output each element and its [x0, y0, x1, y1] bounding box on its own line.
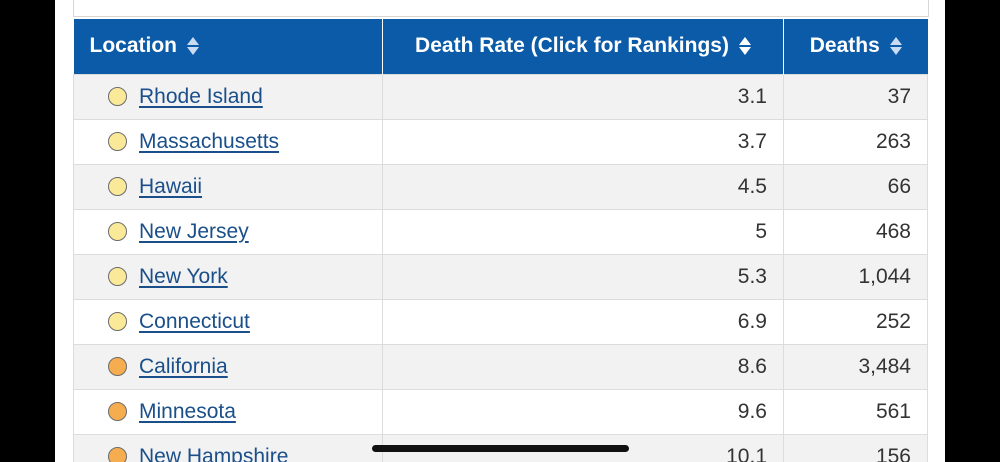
- death-rate-header-label: Death Rate (Click for Rankings): [415, 34, 729, 58]
- location-link[interactable]: Hawaii: [139, 174, 203, 198]
- location-cell: Massachusetts: [73, 118, 383, 164]
- sort-icon: [889, 37, 902, 56]
- rate-color-dot-icon: [108, 356, 127, 376]
- deaths-cell: 156: [783, 433, 928, 462]
- location-cell: New Jersey: [73, 208, 383, 254]
- death-rate-cell: 9.6: [382, 388, 784, 434]
- table-row: Hawaii 4.5 66: [73, 163, 928, 209]
- rate-color-dot-icon: [108, 176, 127, 196]
- location-cell: Hawaii: [73, 163, 383, 209]
- deaths-header-label: Deaths: [809, 34, 880, 58]
- location-cell: Rhode Island: [73, 73, 383, 119]
- location-link[interactable]: New Jersey: [139, 219, 249, 243]
- table-row: Rhode Island 3.1 37: [73, 73, 928, 119]
- death-rate-cell: 3.7: [382, 118, 784, 164]
- rate-color-dot-icon: [108, 311, 127, 331]
- death-rate-cell: 8.6: [382, 343, 784, 389]
- location-link[interactable]: New Hampshire: [139, 444, 289, 462]
- deaths-cell: 561: [783, 388, 928, 434]
- location-cell: Minnesota: [73, 388, 383, 434]
- table-row: Connecticut 6.9 252: [73, 298, 928, 344]
- death-rate-table: Location Death Rate (Click for Rankings)…: [73, 19, 928, 462]
- rate-color-dot-icon: [108, 266, 127, 286]
- location-link[interactable]: Minnesota: [139, 399, 236, 423]
- location-link[interactable]: Connecticut: [139, 309, 250, 333]
- location-cell: New York: [73, 253, 383, 299]
- screen: Location Death Rate (Click for Rankings)…: [55, 0, 945, 462]
- table-row: New Jersey 5 468: [73, 208, 928, 254]
- location-link[interactable]: Massachusetts: [139, 129, 280, 153]
- location-link[interactable]: California: [139, 354, 228, 378]
- sort-icon: [738, 37, 751, 56]
- deaths-column-header[interactable]: Deaths: [783, 19, 928, 74]
- location-column-header[interactable]: Location: [73, 19, 383, 74]
- rate-color-dot-icon: [108, 401, 127, 421]
- death-rate-cell: 5: [382, 208, 784, 254]
- death-rate-cell: 5.3: [382, 253, 784, 299]
- table-row: Minnesota 9.6 561: [73, 388, 928, 434]
- death-rate-cell: 3.1: [382, 73, 784, 119]
- rate-color-dot-icon: [108, 86, 127, 106]
- deaths-cell: 66: [783, 163, 928, 209]
- death-rate-column-header[interactable]: Death Rate (Click for Rankings): [382, 19, 784, 74]
- rate-color-dot-icon: [108, 131, 127, 151]
- table-row: California 8.6 3,484: [73, 343, 928, 389]
- table-header-row: Location Death Rate (Click for Rankings)…: [73, 19, 928, 74]
- table-row: New York 5.3 1,044: [73, 253, 928, 299]
- deaths-cell: 37: [783, 73, 928, 119]
- location-header-label: Location: [89, 34, 178, 58]
- deaths-cell: 1,044: [783, 253, 928, 299]
- location-link[interactable]: New York: [139, 264, 228, 288]
- death-rate-cell: 6.9: [382, 298, 784, 344]
- table-row: Massachusetts 3.7 263: [73, 118, 928, 164]
- location-cell: Connecticut: [73, 298, 383, 344]
- previous-section-card: [73, 0, 929, 17]
- location-cell: California: [73, 343, 383, 389]
- location-cell: New Hampshire: [73, 433, 383, 462]
- death-rate-cell: 4.5: [382, 163, 784, 209]
- deaths-cell: 263: [783, 118, 928, 164]
- rate-color-dot-icon: [108, 221, 127, 241]
- deaths-cell: 3,484: [783, 343, 928, 389]
- location-link[interactable]: Rhode Island: [139, 84, 263, 108]
- rate-color-dot-icon: [108, 446, 127, 462]
- deaths-cell: 468: [783, 208, 928, 254]
- sort-icon: [187, 37, 199, 56]
- deaths-cell: 252: [783, 298, 928, 344]
- home-indicator[interactable]: [372, 445, 629, 452]
